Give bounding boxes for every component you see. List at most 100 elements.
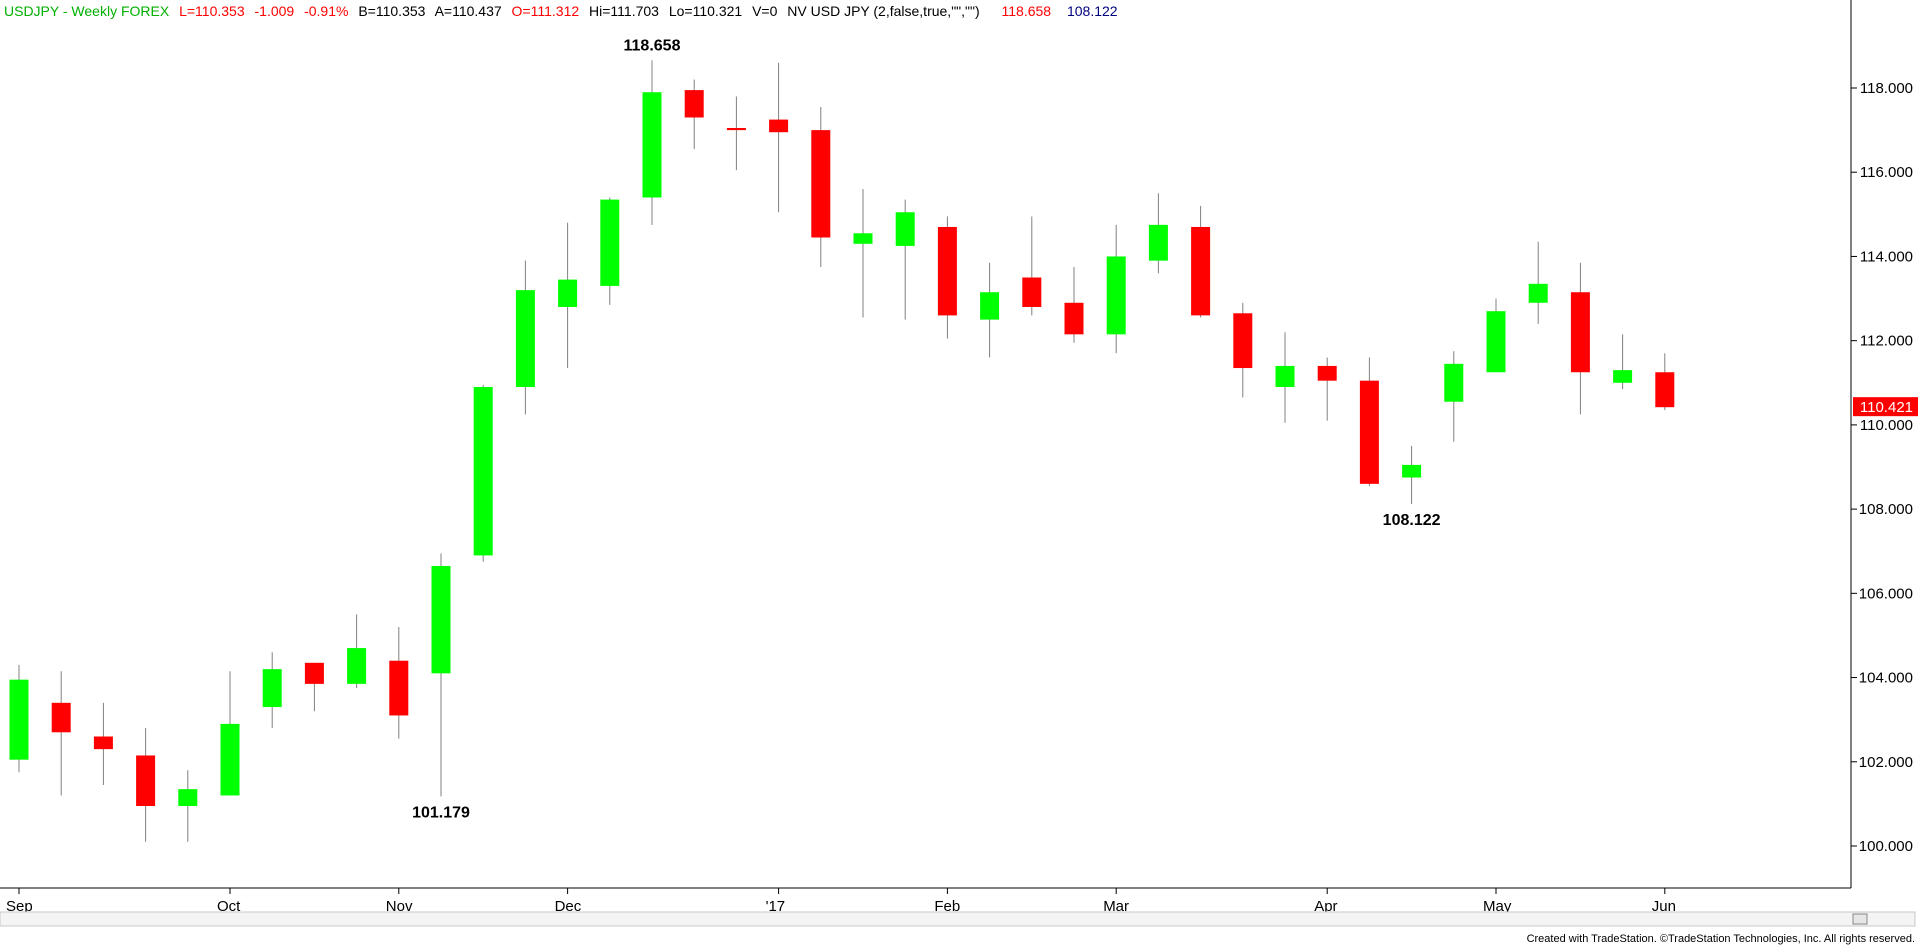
last-price-label: 110.421 — [1860, 399, 1913, 416]
header-open: O=111.312 — [512, 3, 580, 19]
candle-body-down — [811, 130, 831, 238]
candle-0 — [9, 664, 29, 773]
candle-body-up — [853, 233, 873, 244]
candle-body-down — [937, 226, 957, 316]
candle-23 — [980, 262, 1000, 358]
header-indicator: NV USD JPY (2,false,true,"","") — [787, 3, 979, 19]
candle-13 — [558, 222, 578, 369]
candle-body-up — [1528, 283, 1548, 303]
candle-39 — [1655, 353, 1675, 411]
y-tick-label: 112.000 — [1860, 333, 1913, 350]
price-annotation: 101.179 — [412, 804, 470, 821]
candle-body-down — [1570, 292, 1590, 373]
candle-15 — [642, 60, 662, 225]
x-tick-label: Nov — [386, 898, 413, 915]
candle-body-up — [980, 292, 1000, 320]
candle-body-down — [304, 662, 324, 684]
candle-38 — [1613, 334, 1633, 390]
candle-16 — [684, 79, 704, 150]
header-indicator-high: 118.658 — [1002, 3, 1052, 19]
candle-body-up — [515, 290, 535, 387]
candle-4 — [178, 770, 198, 842]
candle-24 — [1022, 216, 1042, 316]
candle-26 — [1106, 224, 1126, 354]
header-symbol: USDJPY - Weekly FOREX — [4, 3, 170, 19]
y-tick-label: 114.000 — [1860, 248, 1913, 265]
x-tick-label: Dec — [555, 898, 582, 915]
y-tick-label: 104.000 — [1859, 670, 1913, 687]
candle-1 — [51, 671, 71, 796]
candle-12 — [515, 260, 535, 415]
x-axis: Sep Oct Nov Dec '17 Feb Mar Apr May Jun — [6, 888, 1676, 915]
y-tick-label: 106.000 — [1859, 585, 1913, 602]
x-tick-label: May — [1483, 898, 1512, 915]
candle-body-up — [1106, 256, 1126, 335]
last-price-marker — [1853, 397, 1918, 417]
candle-6 — [262, 652, 282, 729]
candle-body-down — [93, 736, 113, 750]
candle-body-up — [600, 199, 620, 286]
candle-body-down — [726, 128, 746, 131]
candle-body-up — [262, 669, 282, 708]
candle-body-up — [220, 723, 240, 796]
candle-body-down — [769, 119, 789, 133]
candle-body-up — [9, 679, 29, 760]
candle-20 — [853, 189, 873, 318]
candle-11 — [473, 384, 493, 562]
y-axis: 118.000 116.000 114.000 112.000 110.000 108.0… — [1851, 80, 1913, 855]
candle-14 — [600, 197, 620, 305]
candle-body-down — [51, 702, 71, 733]
candle-27 — [1148, 193, 1168, 274]
candle-30 — [1275, 332, 1295, 423]
header-high: Hi=111.703 — [589, 3, 659, 19]
candle-33 — [1402, 445, 1422, 504]
candle-body-down — [1655, 372, 1675, 408]
candle-19 — [811, 106, 831, 267]
candle-35 — [1486, 298, 1506, 373]
x-tick-label: Sep — [6, 898, 33, 915]
candle-body-down — [1064, 302, 1084, 335]
candle-body-down — [1022, 277, 1042, 307]
header-volume: V=0 — [752, 3, 778, 19]
annotations-layer: 118.658 101.179 108.122 110.421 — [412, 37, 1918, 821]
candle-7 — [304, 662, 324, 712]
candle-28 — [1191, 205, 1211, 318]
candle-8 — [347, 614, 367, 689]
header-last: L=110.353 — [179, 3, 245, 19]
x-tick-label: '17 — [766, 898, 786, 915]
candle-22 — [937, 216, 957, 339]
price-annotation: 118.658 — [624, 37, 681, 54]
candle-29 — [1233, 302, 1253, 398]
candle-32 — [1359, 357, 1379, 486]
candle-10 — [431, 553, 451, 797]
candle-9 — [389, 627, 409, 739]
header-low: Lo=110.321 — [669, 3, 743, 19]
y-tick-label: 116.000 — [1860, 164, 1913, 181]
candle-3 — [136, 728, 156, 842]
y-tick-label: 100.000 — [1859, 838, 1913, 855]
candle-body-down — [1317, 365, 1337, 381]
header-change: -1.009 — [255, 3, 295, 19]
candle-body-up — [431, 565, 451, 674]
candle-body-up — [895, 212, 915, 246]
candles-layer — [9, 60, 1675, 842]
scrollbar-thumb[interactable] — [1852, 913, 1868, 925]
candle-body-down — [389, 660, 409, 716]
footer-credit: Created with TradeStation. ©TradeStation… — [1527, 933, 1915, 945]
candle-37 — [1570, 262, 1590, 415]
candle-5 — [220, 671, 240, 796]
candle-body-down — [684, 90, 704, 118]
horizontal-scrollbar[interactable] — [0, 911, 1916, 927]
x-tick-label: Oct — [217, 898, 241, 915]
candle-2 — [93, 702, 113, 785]
candle-18 — [769, 62, 789, 213]
candle-body-up — [1275, 365, 1295, 387]
header-ask: A=110.437 — [435, 3, 502, 19]
price-annotation: 108.122 — [1383, 512, 1441, 529]
candle-body-down — [1359, 380, 1379, 484]
candle-body-up — [473, 386, 493, 556]
candle-body-up — [1486, 311, 1506, 373]
chart-header: USDJPY - Weekly FOREX L=110.353 -1.009 -… — [4, 3, 1118, 19]
candle-34 — [1444, 351, 1464, 442]
